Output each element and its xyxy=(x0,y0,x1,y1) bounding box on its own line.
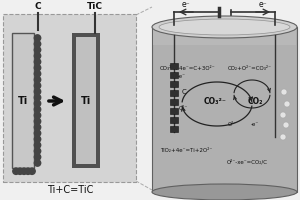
Text: +e⁻: +e⁻ xyxy=(174,74,185,79)
Bar xyxy=(12,33,34,168)
Circle shape xyxy=(34,65,41,71)
Circle shape xyxy=(280,134,286,140)
Text: CO₂+O²⁻=CO₃²⁻: CO₂+O²⁻=CO₃²⁻ xyxy=(228,66,272,72)
Circle shape xyxy=(34,53,41,59)
Bar xyxy=(152,27,297,192)
Circle shape xyxy=(34,148,41,154)
Bar xyxy=(170,81,178,87)
Circle shape xyxy=(13,168,19,174)
Text: e⁻: e⁻ xyxy=(259,0,267,9)
Circle shape xyxy=(283,122,289,128)
Circle shape xyxy=(34,160,41,166)
Circle shape xyxy=(34,76,41,83)
Text: Ti: Ti xyxy=(81,96,91,106)
Circle shape xyxy=(29,168,35,174)
Text: e⁻: e⁻ xyxy=(182,0,190,9)
Bar xyxy=(170,126,178,132)
Circle shape xyxy=(34,136,41,142)
Circle shape xyxy=(34,94,41,101)
Circle shape xyxy=(25,168,31,174)
Text: C: C xyxy=(34,2,41,11)
Text: CO₂: CO₂ xyxy=(247,98,263,106)
Circle shape xyxy=(34,71,41,77)
Bar xyxy=(170,99,178,105)
Circle shape xyxy=(34,130,41,136)
Circle shape xyxy=(284,101,290,107)
Bar xyxy=(170,117,178,123)
Text: Ti+C=TiC: Ti+C=TiC xyxy=(47,185,93,195)
Circle shape xyxy=(34,41,41,47)
Circle shape xyxy=(280,112,286,118)
Bar xyxy=(76,37,96,164)
Bar xyxy=(170,108,178,114)
Circle shape xyxy=(34,142,41,148)
Bar xyxy=(72,33,100,168)
Bar xyxy=(170,63,178,69)
Circle shape xyxy=(17,168,23,174)
Circle shape xyxy=(34,106,41,113)
Circle shape xyxy=(34,88,41,95)
Text: TiC: TiC xyxy=(87,2,103,11)
Circle shape xyxy=(34,82,41,89)
Circle shape xyxy=(34,59,41,65)
Circle shape xyxy=(34,124,41,130)
Text: -e⁻: -e⁻ xyxy=(251,121,259,127)
Text: CO₃²⁻+4e⁻=C+3O²⁻: CO₃²⁻+4e⁻=C+3O²⁻ xyxy=(160,66,216,72)
Circle shape xyxy=(34,112,41,119)
Bar xyxy=(170,90,178,96)
Ellipse shape xyxy=(159,19,290,35)
Text: C: C xyxy=(182,89,187,95)
Text: Ti: Ti xyxy=(18,96,28,106)
Circle shape xyxy=(34,47,41,53)
Ellipse shape xyxy=(152,184,297,200)
Bar xyxy=(3,14,136,182)
Text: O²⁻: O²⁻ xyxy=(227,121,237,127)
Circle shape xyxy=(34,154,41,160)
Bar xyxy=(153,27,296,45)
Text: CO₃²⁻: CO₃²⁻ xyxy=(204,98,226,106)
Circle shape xyxy=(34,35,41,41)
Circle shape xyxy=(281,89,287,95)
Circle shape xyxy=(34,100,41,107)
Text: O²⁻-xe⁻=CO₂/C: O²⁻-xe⁻=CO₂/C xyxy=(227,159,268,165)
Bar xyxy=(170,72,178,78)
Ellipse shape xyxy=(152,16,297,38)
Circle shape xyxy=(34,118,41,125)
Circle shape xyxy=(21,168,27,174)
Text: TiO₂+4e⁻=Ti+2O²⁻: TiO₂+4e⁻=Ti+2O²⁻ xyxy=(160,148,212,152)
Text: O²⁻: O²⁻ xyxy=(179,106,188,112)
